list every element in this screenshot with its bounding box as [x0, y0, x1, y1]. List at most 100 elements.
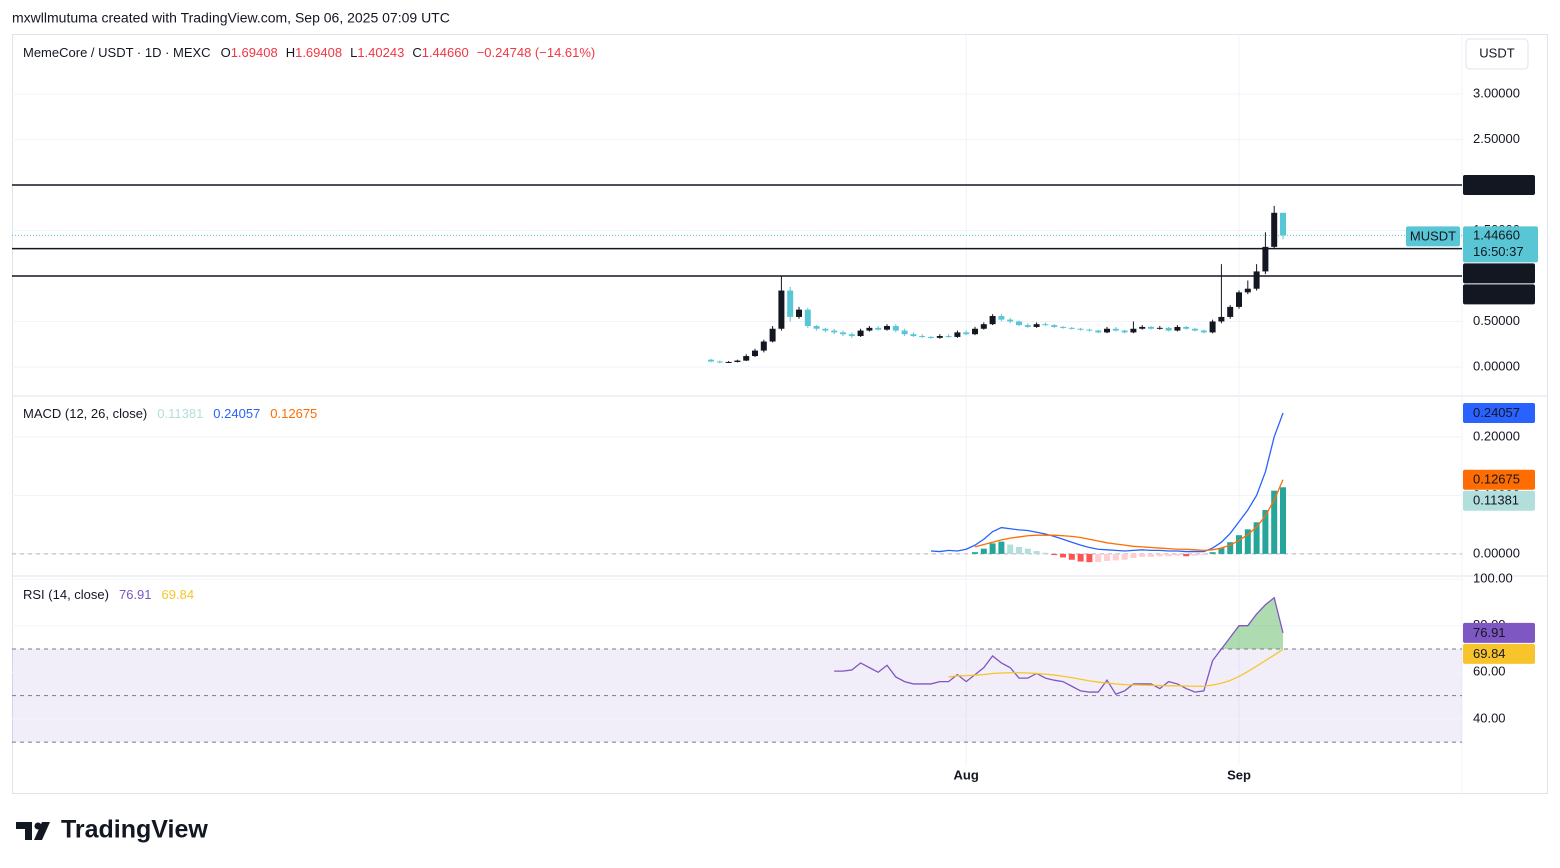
candle-body [936, 336, 943, 338]
axis-value-box [1463, 622, 1535, 643]
legend-item: 76.91 [119, 587, 152, 602]
candle-body [972, 328, 978, 335]
candle-body [848, 334, 855, 337]
candle-body [1244, 288, 1251, 293]
candle-body [884, 326, 890, 330]
candle-body [1086, 329, 1093, 331]
macd-line [930, 412, 1284, 553]
candle-body [1209, 321, 1216, 333]
candle-body [716, 361, 723, 363]
candle-body [1051, 325, 1058, 327]
legend-item: −0.24748 (−14.61%) [477, 45, 596, 60]
histogram-bar [1280, 487, 1286, 554]
candle-body [1192, 328, 1198, 331]
candle-body [822, 328, 829, 331]
candle-body [1033, 324, 1040, 327]
histogram-bar [1112, 553, 1119, 561]
histogram-bar [972, 552, 978, 554]
axis-value-box [1463, 284, 1535, 305]
candle-body [1236, 292, 1242, 307]
legend: MACD (12, 26, close) 0.11381 0.24057 0.1267… [23, 406, 317, 421]
histogram-bar [1104, 553, 1110, 561]
histogram-bar [989, 543, 996, 554]
legend: RSI (14, close) 76.91 69.84 [23, 587, 194, 602]
candle-body [752, 350, 758, 357]
candle-body [831, 330, 838, 333]
histogram-bar [1033, 550, 1040, 554]
histogram-bar [1244, 529, 1251, 554]
axis-value-label: 1.00000 [1473, 286, 1520, 301]
symbol-box [1406, 226, 1460, 247]
histogram-bar [1236, 535, 1242, 554]
candle-body [804, 309, 811, 327]
candle-body [892, 326, 899, 331]
legend-item: 1.44660 [422, 45, 469, 60]
legend-item: 0.11381 [157, 406, 203, 421]
candle-body [708, 359, 714, 362]
histogram-bar [1016, 546, 1022, 554]
candle-body [901, 330, 908, 335]
candle-body [1068, 327, 1075, 329]
symbol-label: MUSDT [1410, 228, 1456, 243]
legend-item: 0.24057 [213, 406, 260, 421]
candle-body [1060, 326, 1066, 328]
legend: MemeCore / USDT · 1D · MEXC O1.69408 H1.69… [23, 45, 595, 60]
axis-value-box [1463, 174, 1535, 195]
candle-body [1253, 271, 1260, 289]
candle-body [1077, 328, 1084, 330]
rsi-line [948, 648, 1284, 687]
candle-body [875, 327, 882, 330]
logo-icon [34, 822, 42, 830]
x-tick-label: Aug [954, 767, 979, 782]
candle-body [760, 341, 767, 351]
candle-body [980, 324, 987, 329]
candle-body [1200, 330, 1207, 333]
candle-body [1112, 328, 1119, 331]
candle-body [787, 290, 794, 317]
candle-body [743, 356, 750, 361]
histogram-bar [1068, 553, 1075, 560]
legend-item: 1.69408 [231, 45, 278, 60]
legend-item: MemeCore / USDT · 1D · MEXC [23, 45, 211, 60]
legend-item: RSI (14, close) [23, 587, 109, 602]
x-tick-label: Sep [1227, 767, 1251, 782]
legend-item: 0.12675 [270, 406, 317, 421]
y-tick-label: 0.00000 [1473, 545, 1520, 560]
candle-body [1007, 319, 1014, 322]
legend-item: 1.40243 [357, 45, 404, 60]
histogram-bar [1095, 553, 1102, 563]
axis-value-label: 69.84 [1473, 646, 1506, 661]
currency-button[interactable] [1465, 38, 1529, 70]
last-price-box [1463, 226, 1538, 263]
candle-body [734, 360, 741, 362]
histogram-bar [1042, 552, 1049, 554]
logo-text: TradingView [61, 816, 208, 844]
candle-body [998, 316, 1005, 320]
candle-body [1016, 321, 1022, 326]
candle-body [857, 330, 864, 337]
candle-body [910, 334, 917, 337]
axis-value-box [1463, 490, 1535, 511]
candle-body [989, 316, 996, 325]
candle-body [840, 332, 846, 335]
histogram-bar [1007, 544, 1014, 554]
rsi-line [834, 596, 1284, 695]
histogram-bar [1156, 553, 1163, 557]
candle-body [1148, 326, 1154, 329]
header-title: mxwllmutuma created with TradingView.com… [12, 10, 450, 26]
candle-body [796, 309, 802, 317]
candle-body [954, 332, 961, 337]
candle-body [1156, 327, 1163, 329]
candle-body [1121, 330, 1128, 333]
candle-body [1174, 326, 1181, 331]
histogram-bar [1060, 553, 1066, 558]
axis-value-label: 0.24057 [1473, 405, 1520, 420]
histogram-bar [1130, 553, 1137, 559]
candle-body [725, 361, 732, 363]
currency[interactable]: USDT [1479, 45, 1514, 60]
histogram-bar [1086, 553, 1093, 563]
candle-body [963, 332, 970, 335]
axis-value-box [1463, 403, 1535, 424]
y-tick-label: 2.50000 [1473, 131, 1520, 146]
y-tick-label: 0.20000 [1473, 428, 1520, 443]
